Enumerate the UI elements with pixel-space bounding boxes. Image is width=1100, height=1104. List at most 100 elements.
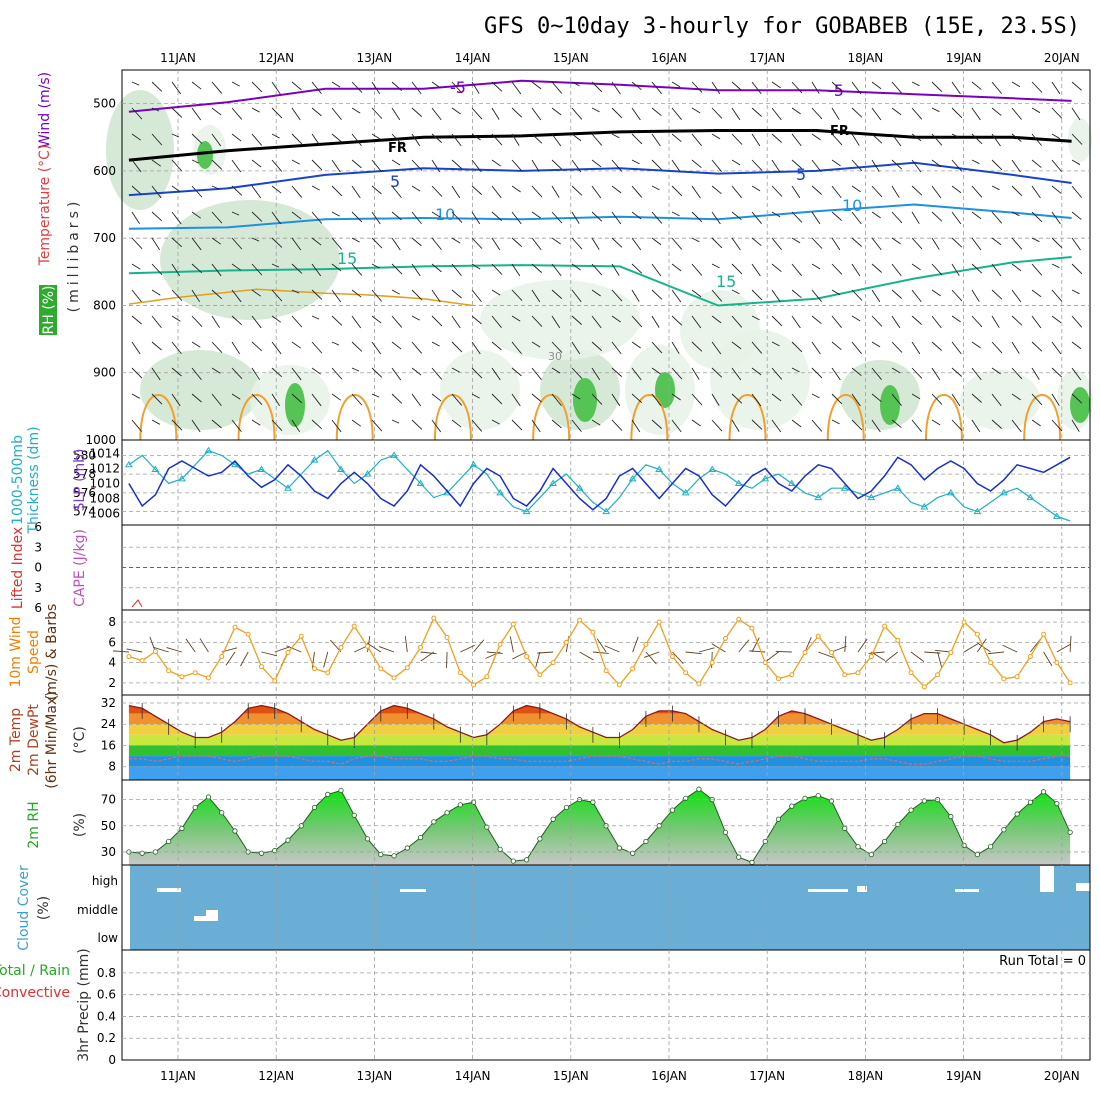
wind-barb (791, 237, 801, 244)
rh-point (563, 804, 569, 811)
li-ylabels: Lifted Index CAPE (J/kg) (10, 527, 88, 609)
wind10-barb (225, 651, 236, 666)
wind-barb (871, 159, 880, 172)
wind-barb (791, 263, 802, 276)
wind-barb (171, 237, 183, 248)
thickness-point (840, 484, 849, 491)
wind-barb (791, 393, 803, 406)
wind-barb (211, 289, 223, 300)
wind-barb (991, 367, 1001, 375)
wind-barb (611, 185, 622, 194)
precip-ytick: 0.8 (97, 966, 116, 980)
wind-barb (191, 393, 202, 403)
wind-barb (191, 81, 202, 90)
temp2m-panel: 32 24 16 8 (101, 694, 1091, 781)
ylabel-cape: CAPE (J/kg) (72, 529, 88, 607)
rh-shade (440, 350, 520, 430)
wind-barb (611, 133, 620, 139)
wind-barb (551, 133, 562, 147)
wind-barb (611, 315, 621, 323)
wind10-point (351, 623, 357, 629)
cloud-level-label: high (92, 874, 118, 888)
wind10-point (1001, 676, 1007, 682)
wind10-barb (645, 651, 657, 665)
wind-barb (531, 107, 542, 121)
date-label-top: 11JAN (160, 51, 196, 65)
wind10-point (524, 654, 530, 660)
rh-shade-high (880, 385, 900, 425)
wind-barb (1071, 315, 1083, 328)
wind10-barb (509, 636, 514, 653)
wind-barb (551, 185, 560, 198)
upper-ytick: 900 (93, 366, 116, 380)
thickness-point (814, 493, 823, 501)
rh-point (669, 807, 676, 813)
wind-barb (1071, 133, 1083, 145)
cloud-fill (130, 865, 1090, 950)
wind-barb (751, 289, 763, 301)
wind-barb (451, 263, 462, 277)
wind-barb (991, 341, 1003, 354)
wind-barb (271, 315, 282, 323)
wind-barb (731, 107, 741, 121)
wind-barb (571, 133, 582, 142)
rh-point (722, 829, 729, 835)
wind-barb (131, 211, 141, 225)
wind-barb (811, 133, 821, 141)
thickness-point (204, 446, 213, 454)
wind10-point (378, 666, 384, 672)
wind-barb (531, 341, 541, 348)
wind-barb (611, 107, 623, 119)
precip-frame (121, 949, 1091, 1061)
upper-ylabels: Wind (m/s) Temperature (°C) (millibars) … (37, 72, 82, 335)
wind-barb (771, 133, 782, 143)
wind-barb (851, 133, 860, 146)
date-label-bottom: 13JAN (357, 1069, 393, 1083)
wind10-barb (632, 636, 639, 653)
wind-barb (311, 185, 320, 191)
wind-barb (751, 315, 760, 321)
wind-barb (451, 289, 462, 299)
rh-point (179, 825, 185, 831)
wind-barb (471, 185, 483, 195)
wind-barb (251, 315, 262, 329)
wind-barb (971, 315, 983, 328)
cloud-gap (400, 889, 426, 892)
upper-ytick: 500 (93, 97, 116, 111)
wind-barb (951, 107, 963, 119)
wind-barb (811, 185, 822, 195)
wind-barb (311, 263, 322, 277)
wind10-point (139, 658, 145, 664)
ylabel-2m-rh: 2m RH (26, 801, 42, 848)
wind-barb (451, 133, 462, 147)
wind-barb (751, 159, 763, 171)
rh-point (550, 816, 556, 822)
wind-barb (431, 107, 442, 121)
wind-barb (971, 367, 982, 381)
wind-barb (331, 341, 340, 346)
wind-barb (951, 315, 961, 323)
wind-barb (771, 185, 783, 197)
wind-barb (831, 107, 840, 120)
wind-barb (1011, 263, 1022, 272)
wind-barb (211, 419, 222, 429)
wind10-point (630, 666, 636, 672)
wind-barb (251, 107, 260, 113)
lifted-index-panel: 6 3 0 3 6 (34, 520, 1091, 615)
wind-barb (531, 185, 543, 198)
wind-barb (1071, 393, 1083, 404)
wind10-barb (512, 651, 527, 660)
rh-point (417, 834, 424, 841)
precip-ylabels: Total / Rain Convective 3hr Precip (mm) (0, 948, 92, 1061)
date-label-bottom: 14JAN (455, 1069, 491, 1083)
wind-barb (1031, 185, 1041, 199)
wind-barb (891, 211, 903, 224)
wind-barb (711, 185, 722, 195)
wind-barb (791, 185, 801, 199)
li-ytick: 3 (34, 581, 42, 595)
wind-barb (711, 159, 722, 172)
wind-barb (851, 159, 863, 172)
wind-barb (431, 81, 441, 89)
wind-barb (1071, 211, 1082, 220)
wind-barb (491, 159, 501, 167)
